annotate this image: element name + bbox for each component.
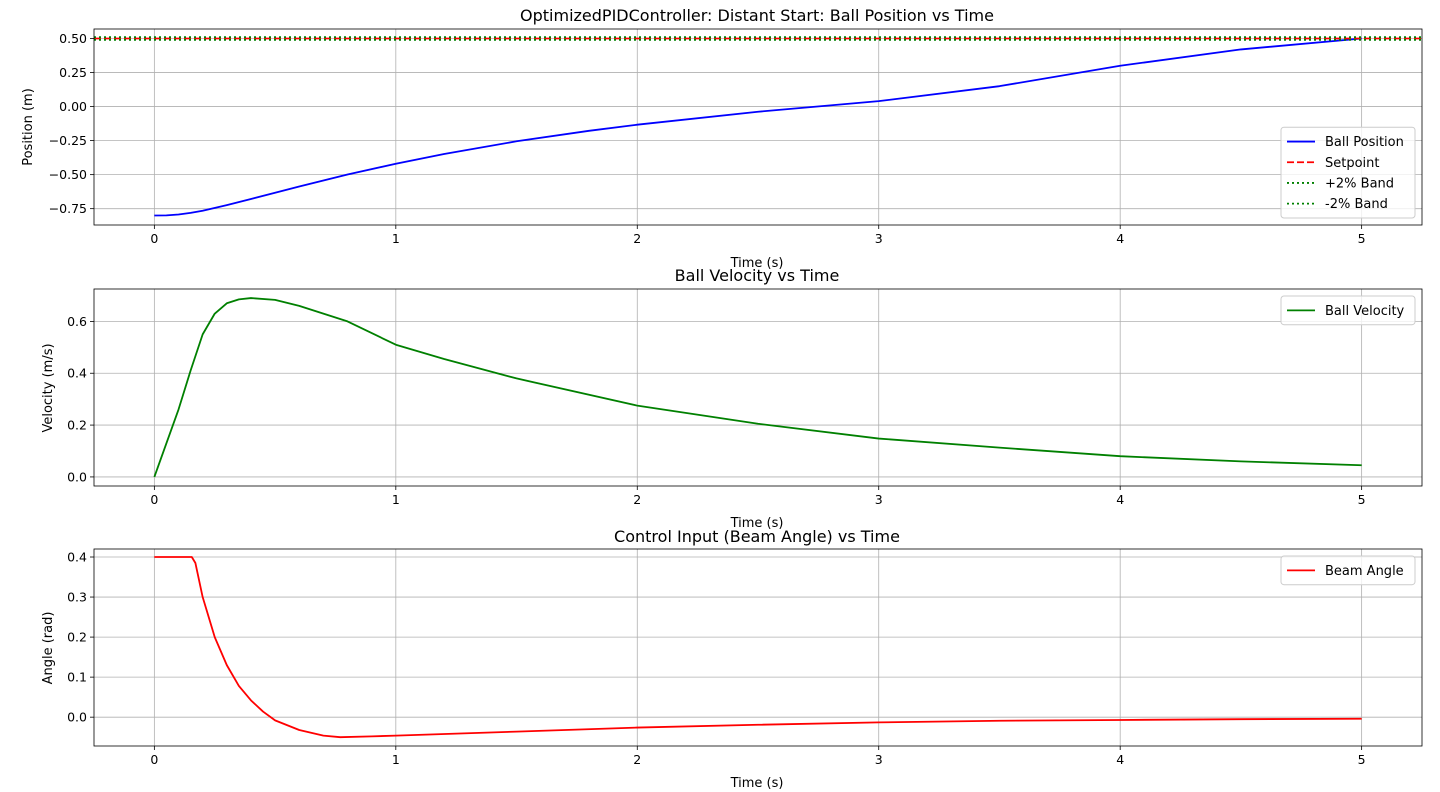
position-chart-legend-label: +2% Band bbox=[1325, 176, 1394, 191]
position-chart-legend-label: Ball Position bbox=[1325, 135, 1404, 150]
beam-angle-chart-ytick-label: 0.2 bbox=[67, 630, 87, 645]
position-chart: OptimizedPIDController: Distant Start: B… bbox=[21, 6, 1423, 271]
position-chart-axes-frame bbox=[93, 28, 1423, 226]
velocity-chart-series-ball-velocity bbox=[153, 297, 1362, 478]
velocity-chart-xtick-label: 4 bbox=[1116, 492, 1124, 507]
beam-angle-chart-xtick-label: 5 bbox=[1358, 752, 1366, 767]
beam-angle-chart-legend-label: Beam Angle bbox=[1325, 564, 1404, 579]
position-chart-xtick-label: 0 bbox=[150, 231, 158, 246]
position-chart-ytick-label: 0.25 bbox=[59, 65, 87, 80]
beam-angle-chart-xtick-label: 0 bbox=[150, 752, 158, 767]
position-chart-ytick-label: −0.25 bbox=[49, 133, 87, 148]
beam-angle-chart-ytick-label: 0.4 bbox=[67, 550, 87, 565]
velocity-chart-ytick-label: 0.2 bbox=[67, 418, 87, 433]
velocity-chart-ylabel: Velocity (m/s) bbox=[41, 343, 56, 432]
beam-angle-chart-xtick-label: 4 bbox=[1116, 752, 1124, 767]
velocity-chart-xtick-label: 3 bbox=[875, 492, 883, 507]
beam-angle-chart-series-beam-angle bbox=[154, 556, 1362, 739]
position-chart-ytick-label: 0.00 bbox=[59, 99, 87, 114]
position-chart-legend: Ball Position Setpoint +2% Band -2% Band bbox=[1280, 126, 1416, 219]
position-chart-series-ball-position bbox=[154, 37, 1362, 217]
beam-angle-chart-axes-frame bbox=[93, 548, 1423, 747]
beam-angle-chart-legend-box bbox=[1280, 555, 1416, 586]
position-chart-xtick-label: 2 bbox=[633, 231, 641, 246]
position-chart-legend-box bbox=[1280, 126, 1416, 219]
position-chart-legend-label: Setpoint bbox=[1325, 156, 1380, 171]
velocity-chart-xlabel: Time (s) bbox=[730, 516, 784, 531]
position-chart-ytick-label: −0.75 bbox=[49, 201, 87, 216]
position-chart-xtick-label: 5 bbox=[1358, 231, 1366, 246]
beam-angle-chart-ylabel: Angle (rad) bbox=[41, 612, 56, 685]
position-chart-xtick-label: 3 bbox=[875, 231, 883, 246]
beam-angle-chart-title: Control Input (Beam Angle) vs Time bbox=[614, 527, 900, 546]
velocity-chart-legend-label: Ball Velocity bbox=[1325, 304, 1405, 319]
velocity-chart-ytick-label: 0.0 bbox=[67, 469, 87, 484]
position-chart-ytick-label: 0.50 bbox=[59, 31, 87, 46]
beam-angle-chart-ytick-label: 0.0 bbox=[67, 710, 87, 725]
position-chart-ytick-label: −0.50 bbox=[49, 167, 87, 182]
velocity-chart-legend: Ball Velocity bbox=[1280, 295, 1416, 326]
position-chart-xtick-label: 4 bbox=[1116, 231, 1124, 246]
beam-angle-chart-ytick-label: 0.3 bbox=[67, 590, 87, 605]
position-chart-ylabel: Position (m) bbox=[21, 88, 36, 166]
velocity-chart-legend-box bbox=[1280, 295, 1416, 326]
position-chart-xtick-label: 1 bbox=[392, 231, 400, 246]
position-chart-title: OptimizedPIDController: Distant Start: B… bbox=[520, 6, 994, 25]
velocity-chart-ytick-label: 0.4 bbox=[67, 366, 87, 381]
beam-angle-chart-legend: Beam Angle bbox=[1280, 555, 1416, 586]
beam-angle-chart-xtick-label: 3 bbox=[875, 752, 883, 767]
velocity-chart-title: Ball Velocity vs Time bbox=[675, 266, 840, 285]
velocity-chart-ytick-label: 0.6 bbox=[67, 314, 87, 329]
beam-angle-chart: Control Input (Beam Angle) vs Time Time … bbox=[41, 527, 1423, 791]
velocity-chart-xtick-label: 1 bbox=[392, 492, 400, 507]
position-chart-legend-label: -2% Band bbox=[1325, 197, 1388, 212]
velocity-chart: Ball Velocity vs Time Time (s) Velocity … bbox=[41, 266, 1423, 531]
beam-angle-chart-xtick-label: 2 bbox=[633, 752, 641, 767]
velocity-chart-xtick-label: 5 bbox=[1358, 492, 1366, 507]
velocity-chart-xtick-label: 0 bbox=[150, 492, 158, 507]
beam-angle-chart-ytick-label: 0.1 bbox=[67, 670, 87, 685]
beam-angle-chart-xlabel: Time (s) bbox=[730, 776, 784, 791]
velocity-chart-axes-frame bbox=[93, 288, 1423, 487]
beam-angle-chart-xtick-label: 1 bbox=[392, 752, 400, 767]
velocity-chart-xtick-label: 2 bbox=[633, 492, 641, 507]
position-chart-xlabel: Time (s) bbox=[730, 256, 784, 271]
